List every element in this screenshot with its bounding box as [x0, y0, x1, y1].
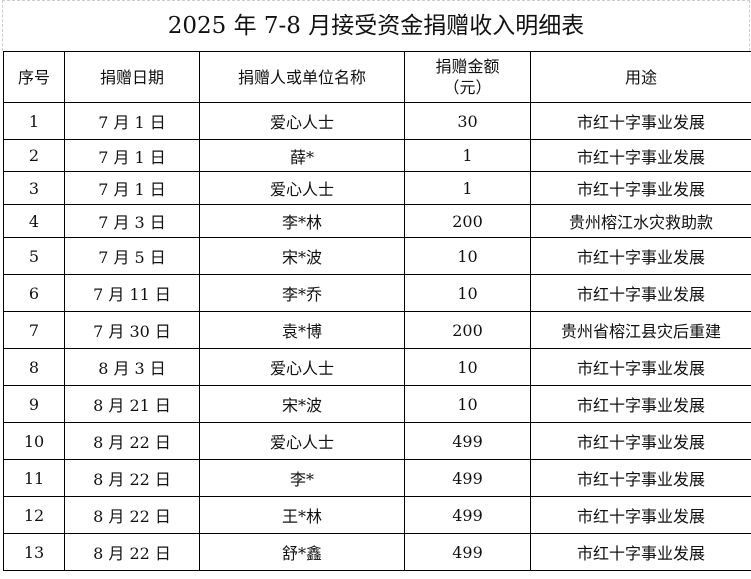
- cell-amount: 499: [404, 422, 531, 460]
- cell-amount: 10: [404, 237, 531, 275]
- cell-purpose: 贵州省榕江县灾后重建: [530, 311, 751, 349]
- cell-purpose: 市红十字事业发展: [530, 533, 751, 571]
- cell-purpose: 市红十字事业发展: [530, 102, 751, 140]
- cell-donor: 李*乔: [199, 274, 405, 312]
- cell-purpose: 市红十字事业发展: [530, 139, 751, 172]
- cell-purpose: 贵州榕江水灾救助款: [530, 204, 751, 238]
- cell-date: 8 月 22 日: [64, 422, 200, 460]
- cell-donor: 宋*波: [199, 385, 405, 423]
- cell-donor: 舒*鑫: [199, 533, 405, 571]
- cell-amount: 30: [404, 102, 531, 140]
- cell-date: 7 月 1 日: [64, 139, 200, 172]
- cell-index: 7: [3, 311, 65, 349]
- header-purpose: 用途: [530, 51, 751, 103]
- cell-amount: 10: [404, 274, 531, 312]
- cell-purpose: 市红十字事业发展: [530, 171, 751, 205]
- cell-index: 1: [3, 102, 65, 140]
- cell-donor: 薛*: [199, 139, 405, 172]
- cell-purpose: 市红十字事业发展: [530, 385, 751, 423]
- cell-purpose: 市红十字事业发展: [530, 496, 751, 534]
- cell-amount: 499: [404, 496, 531, 534]
- cell-index: 6: [3, 274, 65, 312]
- cell-date: 7 月 11 日: [64, 274, 200, 312]
- cell-index: 2: [3, 139, 65, 172]
- cell-index: 3: [3, 171, 65, 205]
- cell-date: 8 月 3 日: [64, 348, 200, 386]
- header-amount: 捐赠金额 （元）: [404, 51, 531, 103]
- table-row: 13 8 月 22 日舒*鑫 499 市红十字事业发展: [3, 533, 751, 571]
- cell-donor: 爱心人士: [199, 348, 405, 386]
- header-amount-line2: （元）: [443, 78, 492, 97]
- cell-date: 8 月 22 日: [64, 459, 200, 497]
- cell-index: 12: [3, 496, 65, 534]
- cell-date: 7 月 1 日: [64, 102, 200, 140]
- table-row: 11 8 月 22 日李* 499 市红十字事业发展: [3, 459, 751, 497]
- cell-donor: 王*林: [199, 496, 405, 534]
- cell-donor: 爱心人士: [199, 171, 405, 205]
- cell-amount: 10: [404, 348, 531, 386]
- cell-donor: 李*林: [199, 204, 405, 238]
- cell-donor: 爱心人士: [199, 102, 405, 140]
- cell-purpose: 市红十字事业发展: [530, 459, 751, 497]
- cell-donor: 袁*博: [199, 311, 405, 349]
- cell-amount: 1: [404, 139, 531, 172]
- header-donor: 捐赠人或单位名称: [199, 51, 405, 103]
- cell-index: 9: [3, 385, 65, 423]
- cell-index: 5: [3, 237, 65, 275]
- document-title: 2025 年 7-8 月接受资金捐赠收入明细表: [2, 0, 750, 51]
- cell-donor: 李*: [199, 459, 405, 497]
- cell-date: 7 月 5 日: [64, 237, 200, 275]
- cell-date: 8 月 22 日: [64, 533, 200, 571]
- cell-amount: 1: [404, 171, 531, 205]
- table-row: 12 8 月 22 日王*林 499 市红十字事业发展: [3, 496, 751, 534]
- cell-purpose: 市红十字事业发展: [530, 237, 751, 275]
- cell-amount: 499: [404, 459, 531, 497]
- header-date: 捐赠日期: [64, 51, 200, 103]
- table-header-row: 序号 捐赠日期 捐赠人或单位名称 捐赠金额 （元） 用途: [3, 51, 751, 103]
- cell-index: 13: [3, 533, 65, 571]
- cell-amount: 499: [404, 533, 531, 571]
- cell-date: 7 月 30 日: [64, 311, 200, 349]
- header-index: 序号: [3, 51, 65, 103]
- cell-donor: 宋*波: [199, 237, 405, 275]
- cell-purpose: 市红十字事业发展: [530, 348, 751, 386]
- table-row: 10 8 月 22 日爱心人士 499 市红十字事业发展: [3, 422, 751, 460]
- cell-date: 8 月 22 日: [64, 496, 200, 534]
- cell-amount: 200: [404, 311, 531, 349]
- cell-index: 8: [3, 348, 65, 386]
- cell-date: 7 月 1 日: [64, 171, 200, 205]
- cell-purpose: 市红十字事业发展: [530, 422, 751, 460]
- cell-amount: 10: [404, 385, 531, 423]
- cell-index: 10: [3, 422, 65, 460]
- cell-donor: 爱心人士: [199, 422, 405, 460]
- cell-date: 8 月 21 日: [64, 385, 200, 423]
- cell-index: 4: [3, 204, 65, 238]
- cell-amount: 200: [404, 204, 531, 238]
- cell-date: 7 月 3 日: [64, 204, 200, 238]
- header-amount-line1: 捐赠金额: [435, 57, 500, 76]
- cell-purpose: 市红十字事业发展: [530, 274, 751, 312]
- cell-index: 11: [3, 459, 65, 497]
